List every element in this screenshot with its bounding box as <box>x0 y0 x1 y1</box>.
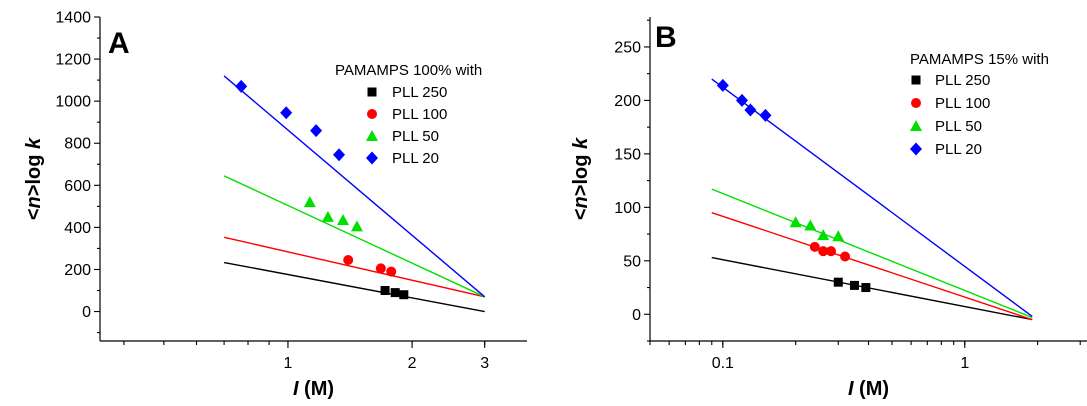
legend-label: PLL 100 <box>935 95 990 112</box>
data-point-pll-250 <box>833 277 843 287</box>
legend-label: PLL 50 <box>935 118 982 135</box>
data-point-pll-250 <box>849 280 859 290</box>
y-tick-label: 400 <box>64 220 91 237</box>
legend: PAMAMPS 15% with PLL 250 PLL 100 PLL 50 PLL … <box>910 51 1049 158</box>
y-axis-title: <n>log k <box>570 137 592 220</box>
chart-panel-a: 0 200 400 600 800 1000 1200 1400 1 2 3 A PAMAMPS 100… <box>23 10 527 400</box>
legend-title: PAMAMPS 15% with <box>910 51 1049 68</box>
y-tick-label: 200 <box>614 93 641 110</box>
data-point-pll-100 <box>809 241 820 252</box>
data-point-pll-20 <box>235 79 248 93</box>
y-tick-label: 800 <box>64 136 91 153</box>
data-point-pll-20 <box>310 124 323 138</box>
fit-line-pll-250 <box>223 261 485 313</box>
legend-marker <box>910 120 922 131</box>
x-tick-label: 1 <box>284 355 293 372</box>
data-point-pll-50 <box>321 210 334 222</box>
data-point-pll-250 <box>390 288 400 298</box>
panel-letter: B <box>655 21 677 54</box>
legend-marker <box>910 142 922 156</box>
fit-line-pll-100 <box>711 212 1033 321</box>
legend-label: PLL 250 <box>935 72 990 89</box>
y-tick-label: 600 <box>64 178 91 195</box>
data-point-pll-20 <box>744 103 757 117</box>
fit-line-pll-50 <box>711 188 1033 319</box>
data-point-pll-250 <box>861 283 871 293</box>
y-tick-label: 100 <box>614 200 641 217</box>
legend: PAMAMPS 100% with PLL 250 PLL 100 PLL 50 PLL… <box>335 62 482 167</box>
y-tick-label: 1000 <box>55 94 91 111</box>
y-tick-label: 150 <box>614 146 641 163</box>
legend-marker <box>366 130 378 141</box>
legend-label: PLL 50 <box>392 128 439 145</box>
legend-marker <box>911 75 921 85</box>
legend-label: PLL 20 <box>935 141 982 158</box>
y-tick-label: 200 <box>64 262 91 279</box>
fit-line-pll-20 <box>711 78 1033 317</box>
data-point-pll-50 <box>337 214 350 226</box>
data-point-pll-50 <box>804 219 817 231</box>
legend-title: PAMAMPS 100% with <box>335 62 482 79</box>
legend-label: PLL 20 <box>392 150 439 167</box>
y-tick-label: 0 <box>632 307 641 324</box>
legend-label: PLL 100 <box>392 106 447 123</box>
data-point-pll-100 <box>826 246 837 257</box>
x-tick-label: 3 <box>480 355 489 372</box>
y-tick-label: 250 <box>614 39 641 56</box>
fit-line-pll-20 <box>223 75 486 298</box>
x-tick-label: 0.1 <box>712 355 734 372</box>
data-point-pll-50 <box>303 196 316 208</box>
y-tick-label: 1200 <box>55 52 91 69</box>
data-point-pll-20 <box>280 106 293 120</box>
x-tick-label: 1 <box>960 355 969 372</box>
y-tick-label: 0 <box>82 304 91 321</box>
legend-marker <box>367 109 377 119</box>
y-axis-title: <n>log k <box>23 137 45 220</box>
legend-label: PLL 250 <box>392 84 447 101</box>
data-point-pll-50 <box>817 229 830 241</box>
legend-marker <box>366 151 378 165</box>
data-point-pll-20 <box>716 78 729 92</box>
data-point-pll-50 <box>789 216 802 228</box>
data-point-pll-100 <box>818 246 829 257</box>
x-axis-title: I (M) <box>848 378 889 400</box>
panel-letter: A <box>108 27 130 60</box>
data-point-pll-20 <box>333 148 346 162</box>
data-point-pll-50 <box>832 230 845 242</box>
data-point-pll-20 <box>735 93 748 107</box>
data-point-pll-100 <box>343 255 354 265</box>
data-point-pll-20 <box>759 108 772 122</box>
data-point-pll-50 <box>350 220 363 232</box>
fit-line-pll-50 <box>223 175 485 298</box>
chart-panel-b: 0 50 100 150 200 250 0.1 1 B PAMAMPS 15% with PLL … <box>570 17 1087 400</box>
x-tick-label: 2 <box>408 355 417 372</box>
y-tick-label: 50 <box>623 253 641 270</box>
data-point-pll-100 <box>386 266 397 277</box>
y-tick-label: 1400 <box>55 10 91 27</box>
data-point-pll-250 <box>380 286 390 296</box>
data-point-pll-100 <box>375 263 386 274</box>
fit-line-pll-250 <box>711 256 1033 321</box>
legend-marker <box>367 87 377 97</box>
x-axis-title: I (M) <box>293 378 334 400</box>
fit-line-pll-100 <box>223 236 485 298</box>
legend-marker <box>911 98 921 108</box>
data-point-pll-100 <box>840 251 851 262</box>
data-point-pll-250 <box>399 290 409 300</box>
